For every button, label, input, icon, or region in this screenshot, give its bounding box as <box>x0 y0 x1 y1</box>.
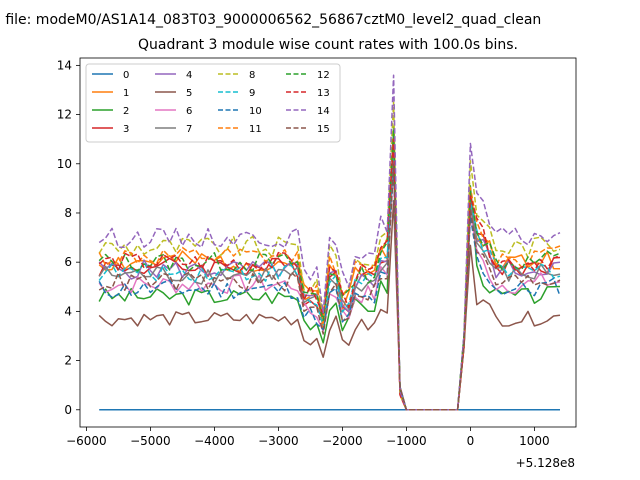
x-axis-ticks: −6000 −5000 −4000 −3000 −2000 −1000 0 1000 <box>66 427 550 448</box>
axes-frame <box>79 57 577 428</box>
series-line-4 <box>98 150 561 411</box>
legend-label-14: 14 <box>317 106 330 117</box>
x-tick-label: −1000 <box>386 434 427 448</box>
legend-label-0: 0 <box>123 70 129 81</box>
legend-label-13: 13 <box>317 88 330 99</box>
x-tick-label: −6000 <box>66 434 107 448</box>
figure-suptitle: n file: modeM0/AS1A14_083T03_9000006562_… <box>0 12 541 28</box>
x-tick-label: −4000 <box>194 434 235 448</box>
legend-label-7: 7 <box>186 124 192 135</box>
series-lines <box>98 74 561 411</box>
x-tick-label: −5000 <box>130 434 171 448</box>
series-line-14 <box>98 74 561 411</box>
y-axis-ticks: 0 2 4 6 8 10 12 14 <box>57 58 80 417</box>
legend-label-2: 2 <box>123 106 129 117</box>
legend-box <box>85 63 341 143</box>
x-tick-label: 0 <box>467 434 475 448</box>
chart-title: Quadrant 3 module wise count rates with … <box>138 37 518 53</box>
y-tick-label: 8 <box>64 206 72 220</box>
legend-label-15: 15 <box>317 124 330 135</box>
series-line-2 <box>98 126 561 411</box>
x-tick-label: 1000 <box>519 434 550 448</box>
series-line-13 <box>98 138 561 411</box>
series-line-9 <box>98 143 561 411</box>
y-tick-label: 12 <box>57 108 72 122</box>
y-tick-label: 0 <box>64 403 72 417</box>
y-tick-label: 10 <box>57 157 72 171</box>
y-tick-label: 6 <box>64 255 72 269</box>
legend-label-3: 3 <box>123 124 129 135</box>
legend-label-5: 5 <box>186 88 192 99</box>
series-line-8 <box>98 101 561 411</box>
y-tick-label: 4 <box>64 304 72 318</box>
legend-label-8: 8 <box>249 70 255 81</box>
y-tick-label: 14 <box>57 58 72 72</box>
x-tick-label: −3000 <box>258 434 299 448</box>
series-line-15 <box>98 163 561 411</box>
legend-label-4: 4 <box>186 70 192 81</box>
legend-label-1: 1 <box>123 88 129 99</box>
plot-area <box>79 57 577 428</box>
series-line-12 <box>98 131 561 411</box>
y-tick-label: 2 <box>64 354 72 368</box>
legend-label-12: 12 <box>317 70 330 81</box>
legend-label-6: 6 <box>186 106 192 117</box>
legend-label-9: 9 <box>249 88 255 99</box>
series-line-5 <box>98 199 561 411</box>
legend-label-11: 11 <box>249 124 262 135</box>
x-tick-label: −2000 <box>322 434 363 448</box>
x-axis-offset-label: +5.128e8 <box>516 456 575 470</box>
legend-label-10: 10 <box>249 106 262 117</box>
